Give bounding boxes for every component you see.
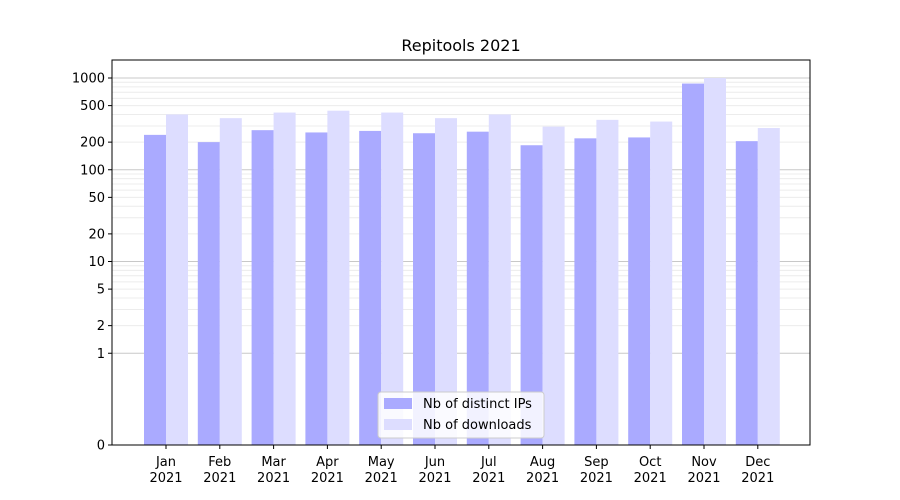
- y-tick-label: 20: [88, 227, 105, 242]
- y-tick-label: 50: [88, 191, 105, 206]
- legend-swatch: [384, 419, 412, 430]
- bar-downloads: [219, 118, 242, 445]
- x-tick-label-year: 2021: [472, 471, 505, 486]
- x-tick-label-month: Jan: [155, 455, 176, 470]
- bar-distinct-ips: [359, 130, 382, 446]
- x-tick-label-month: Jun: [424, 455, 445, 470]
- bar-downloads: [435, 118, 457, 445]
- x-tick-label-month: Sep: [584, 455, 609, 470]
- x-tick-label-year: 2021: [526, 471, 559, 486]
- y-tick-label: 2: [97, 319, 105, 334]
- bar-distinct-ips: [682, 83, 704, 446]
- x-tick-label-month: Dec: [745, 455, 770, 470]
- x-tick-label-year: 2021: [149, 471, 182, 486]
- bar-downloads: [596, 119, 619, 445]
- x-tick-label-year: 2021: [634, 471, 667, 486]
- x-tick-label-year: 2021: [365, 471, 398, 486]
- x-tick-label-year: 2021: [257, 471, 290, 486]
- bar-downloads: [542, 126, 565, 445]
- plot-frame: [111, 59, 811, 446]
- x-tick-label-month: Apr: [316, 455, 339, 470]
- x-tick-label-month: Nov: [691, 455, 717, 470]
- y-axis: 0 1 2 5 10 20 50 100 200 500 1000: [72, 72, 112, 454]
- x-tick-label-year: 2021: [687, 471, 720, 486]
- bar-downloads: [166, 114, 188, 446]
- y-tick-label: 10: [88, 255, 105, 270]
- x-tick-label-month: Feb: [208, 455, 231, 470]
- bar-distinct-ips: [466, 131, 489, 445]
- x-tick-label-year: 2021: [311, 471, 344, 486]
- bar-downloads: [757, 128, 780, 445]
- y-tick-label: 1: [97, 347, 105, 362]
- x-tick-label-year: 2021: [580, 471, 613, 486]
- y-tick-label: 0: [97, 439, 105, 454]
- y-tick-label: 100: [80, 163, 105, 178]
- x-tick-label-month: Jul: [480, 455, 497, 470]
- bar-distinct-ips: [144, 134, 166, 446]
- x-tick-label-month: Aug: [530, 455, 555, 470]
- bar-distinct-ips: [251, 130, 274, 446]
- bar-distinct-ips: [197, 142, 220, 445]
- x-tick-label-year: 2021: [418, 471, 451, 486]
- x-tick-label-year: 2021: [741, 471, 774, 486]
- bar-distinct-ips: [574, 138, 597, 446]
- y-tick-label: 1000: [72, 72, 105, 87]
- bar-distinct-ips: [520, 145, 543, 445]
- legend-box: [377, 391, 545, 439]
- chart-title: Repitools 2021: [401, 36, 520, 55]
- legend-swatch: [384, 398, 412, 409]
- x-tick-label-month: Oct: [639, 455, 661, 470]
- bar-downloads: [273, 112, 296, 445]
- bar-distinct-ips: [628, 137, 651, 445]
- legend-label: Nb of downloads: [423, 418, 532, 433]
- x-tick-label-month: May: [368, 455, 395, 470]
- bars: [144, 78, 780, 446]
- x-tick-label-year: 2021: [203, 471, 236, 486]
- x-tick-label-month: Mar: [261, 455, 286, 470]
- y-tick-label: 500: [80, 99, 105, 114]
- legend-label: Nb of distinct IPs: [423, 397, 532, 412]
- bar-downloads: [704, 78, 726, 445]
- bar-distinct-ips: [413, 133, 435, 445]
- bar-downloads: [488, 114, 511, 446]
- y-tick-label: 200: [80, 136, 105, 151]
- legend: Nb of distinct IPs Nb of downloads: [377, 391, 545, 439]
- x-axis: Jan2021Feb2021Mar2021Apr2021May2021Jun20…: [149, 445, 774, 486]
- bar-downloads: [327, 110, 350, 445]
- bar-distinct-ips: [305, 132, 328, 445]
- y-tick-label: 5: [97, 283, 105, 298]
- bar-downloads: [650, 121, 673, 445]
- bar-downloads: [381, 112, 404, 445]
- bar-distinct-ips: [735, 141, 758, 445]
